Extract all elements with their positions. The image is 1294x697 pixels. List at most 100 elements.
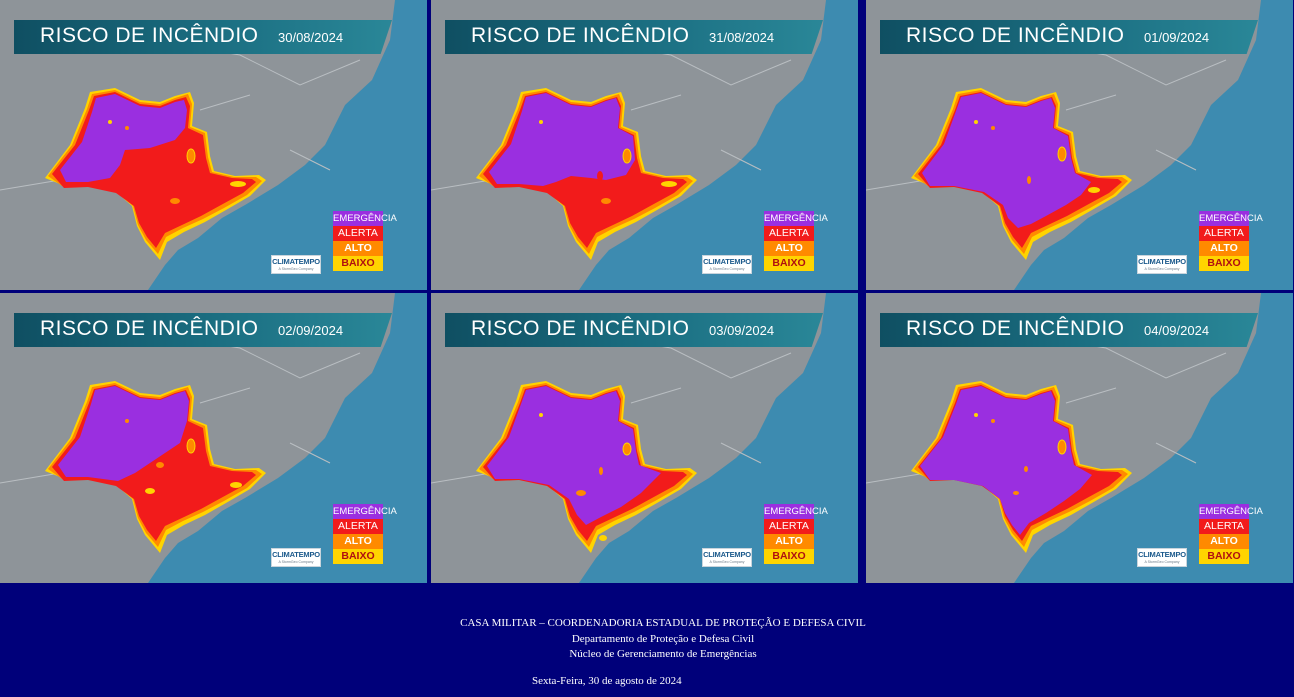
hotspot: [1057, 146, 1067, 162]
legend-alerta: ALERTA: [333, 519, 383, 534]
footer: CASA MILITAR – COORDENADORIA ESTADUAL DE…: [0, 584, 1294, 697]
legend-alto: ALTO: [333, 241, 383, 256]
legend-alerta: ALERTA: [764, 226, 814, 241]
map-title-banner: RISCO DE INCÊNDIO 01/09/2024: [880, 20, 1258, 54]
legend-emergencia: EMERGÊNCIA: [1199, 504, 1263, 519]
hotspot: [599, 535, 607, 541]
logo-name: CLIMATEMPO: [1138, 257, 1186, 266]
forecast-date: 31/08/2024: [709, 30, 775, 45]
hotspot: [991, 419, 995, 423]
logo-subtitle: A StormGeo Company: [1144, 267, 1180, 271]
logo-name: CLIMATEMPO: [1138, 550, 1186, 559]
forecast-map-panel-2: RISCO DE INCÊNDIO 31/08/2024 CLIMATEMPO …: [431, 0, 858, 290]
legend-alto: ALTO: [764, 534, 814, 549]
risk-legend: EMERGÊNCIA ALERTA ALTO BAIXO: [1199, 211, 1263, 271]
hotspot: [1027, 176, 1031, 184]
hotspot: [1088, 187, 1100, 193]
legend-alerta: ALERTA: [1199, 519, 1249, 534]
hotspot: [974, 120, 978, 124]
footer-department: Departamento de Proteção e Defesa Civil: [571, 633, 755, 645]
legend-baixo: BAIXO: [333, 549, 383, 564]
climatempo-logo: CLIMATEMPO A StormGeo Company: [271, 255, 321, 274]
hotspot: [125, 126, 129, 130]
legend-alerta: ALERTA: [1199, 226, 1249, 241]
hotspot: [597, 171, 603, 181]
forecast-grid: RISCO DE INCÊNDIO 30/08/2024 CLIMATEMPO …: [0, 0, 1294, 584]
hotspot: [230, 181, 246, 187]
legend-alerta: ALERTA: [764, 519, 814, 534]
legend-alto: ALTO: [333, 534, 383, 549]
forecast-map-panel-6: RISCO DE INCÊNDIO 04/09/2024 CLIMATEMPO …: [866, 293, 1293, 583]
hotspot: [539, 413, 543, 417]
hotspot: [622, 148, 632, 164]
hotspot: [1057, 439, 1067, 455]
footer-date: Sexta-Feira, 30 de agosto de 2024: [532, 675, 682, 687]
hotspot: [108, 120, 112, 124]
logo-subtitle: A StormGeo Company: [709, 267, 745, 271]
logo-name: CLIMATEMPO: [272, 550, 320, 559]
logo-name: CLIMATEMPO: [272, 257, 320, 266]
risk-legend: EMERGÊNCIA ALERTA ALTO BAIXO: [333, 211, 397, 271]
hotspot: [156, 462, 164, 468]
hotspot: [186, 438, 196, 454]
legend-alto: ALTO: [1199, 534, 1249, 549]
risk-emergencia-area: [489, 93, 635, 186]
legend-alto: ALTO: [1199, 241, 1249, 256]
legend-baixo: BAIXO: [1199, 549, 1249, 564]
map-title-banner: RISCO DE INCÊNDIO 31/08/2024: [445, 20, 823, 54]
logo-name: CLIMATEMPO: [703, 257, 751, 266]
legend-alto: ALTO: [764, 241, 814, 256]
map-title: RISCO DE INCÊNDIO: [906, 24, 1125, 47]
fire-risk-map: [0, 0, 395, 290]
climatempo-logo: CLIMATEMPO A StormGeo Company: [271, 548, 321, 567]
legend-emergencia: EMERGÊNCIA: [764, 211, 828, 226]
map-title-banner: RISCO DE INCÊNDIO 30/08/2024: [14, 20, 392, 54]
footer-organization: CASA MILITAR – COORDENADORIA ESTADUAL DE…: [460, 617, 866, 629]
forecast-date: 02/09/2024: [278, 323, 344, 338]
hotspot: [1024, 466, 1028, 472]
hotspot: [599, 467, 603, 475]
forecast-map-panel-1: RISCO DE INCÊNDIO 30/08/2024 CLIMATEMPO …: [0, 0, 427, 290]
hotspot: [991, 126, 995, 130]
risk-emergencia-area: [487, 386, 661, 525]
climatempo-logo: CLIMATEMPO A StormGeo Company: [702, 255, 752, 274]
map-title: RISCO DE INCÊNDIO: [906, 317, 1125, 340]
legend-emergencia: EMERGÊNCIA: [1199, 211, 1263, 226]
risk-emergencia-area: [58, 386, 189, 481]
legend-baixo: BAIXO: [764, 256, 814, 271]
risk-legend: EMERGÊNCIA ALERTA ALTO BAIXO: [764, 211, 828, 271]
fire-risk-map: [0, 293, 395, 583]
fire-risk-map: [431, 0, 826, 290]
hotspot: [974, 413, 978, 417]
forecast-date: 04/09/2024: [1144, 323, 1210, 338]
map-title: RISCO DE INCÊNDIO: [40, 317, 259, 340]
map-title-banner: RISCO DE INCÊNDIO 03/09/2024: [445, 313, 823, 347]
forecast-map-panel-5: RISCO DE INCÊNDIO 03/09/2024 CLIMATEMPO …: [431, 293, 858, 583]
logo-name: CLIMATEMPO: [703, 550, 751, 559]
map-title: RISCO DE INCÊNDIO: [471, 317, 690, 340]
risk-emergencia-area: [920, 386, 1092, 535]
hotspot: [622, 442, 632, 456]
legend-baixo: BAIXO: [333, 256, 383, 271]
hotspot: [230, 482, 242, 488]
forecast-date: 01/09/2024: [1144, 30, 1210, 45]
legend-alerta: ALERTA: [333, 226, 383, 241]
hotspot: [1013, 491, 1019, 495]
risk-emergencia-area: [60, 94, 187, 182]
forecast-map-panel-3: RISCO DE INCÊNDIO 01/09/2024 CLIMATEMPO …: [866, 0, 1293, 290]
risk-emergencia-area: [922, 93, 1091, 228]
logo-subtitle: A StormGeo Company: [1144, 560, 1180, 564]
legend-emergencia: EMERGÊNCIA: [333, 211, 397, 226]
hotspot: [145, 488, 155, 494]
climatempo-logo: CLIMATEMPO A StormGeo Company: [702, 548, 752, 567]
forecast-date: 30/08/2024: [278, 30, 344, 45]
hotspot: [661, 181, 677, 187]
logo-subtitle: A StormGeo Company: [278, 560, 314, 564]
forecast-date: 03/09/2024: [709, 323, 775, 338]
map-title: RISCO DE INCÊNDIO: [40, 24, 259, 47]
hotspot: [125, 419, 129, 423]
map-title: RISCO DE INCÊNDIO: [471, 24, 690, 47]
hotspot: [539, 120, 543, 124]
map-title-banner: RISCO DE INCÊNDIO 04/09/2024: [880, 313, 1258, 347]
map-title-banner: RISCO DE INCÊNDIO 02/09/2024: [14, 313, 392, 347]
